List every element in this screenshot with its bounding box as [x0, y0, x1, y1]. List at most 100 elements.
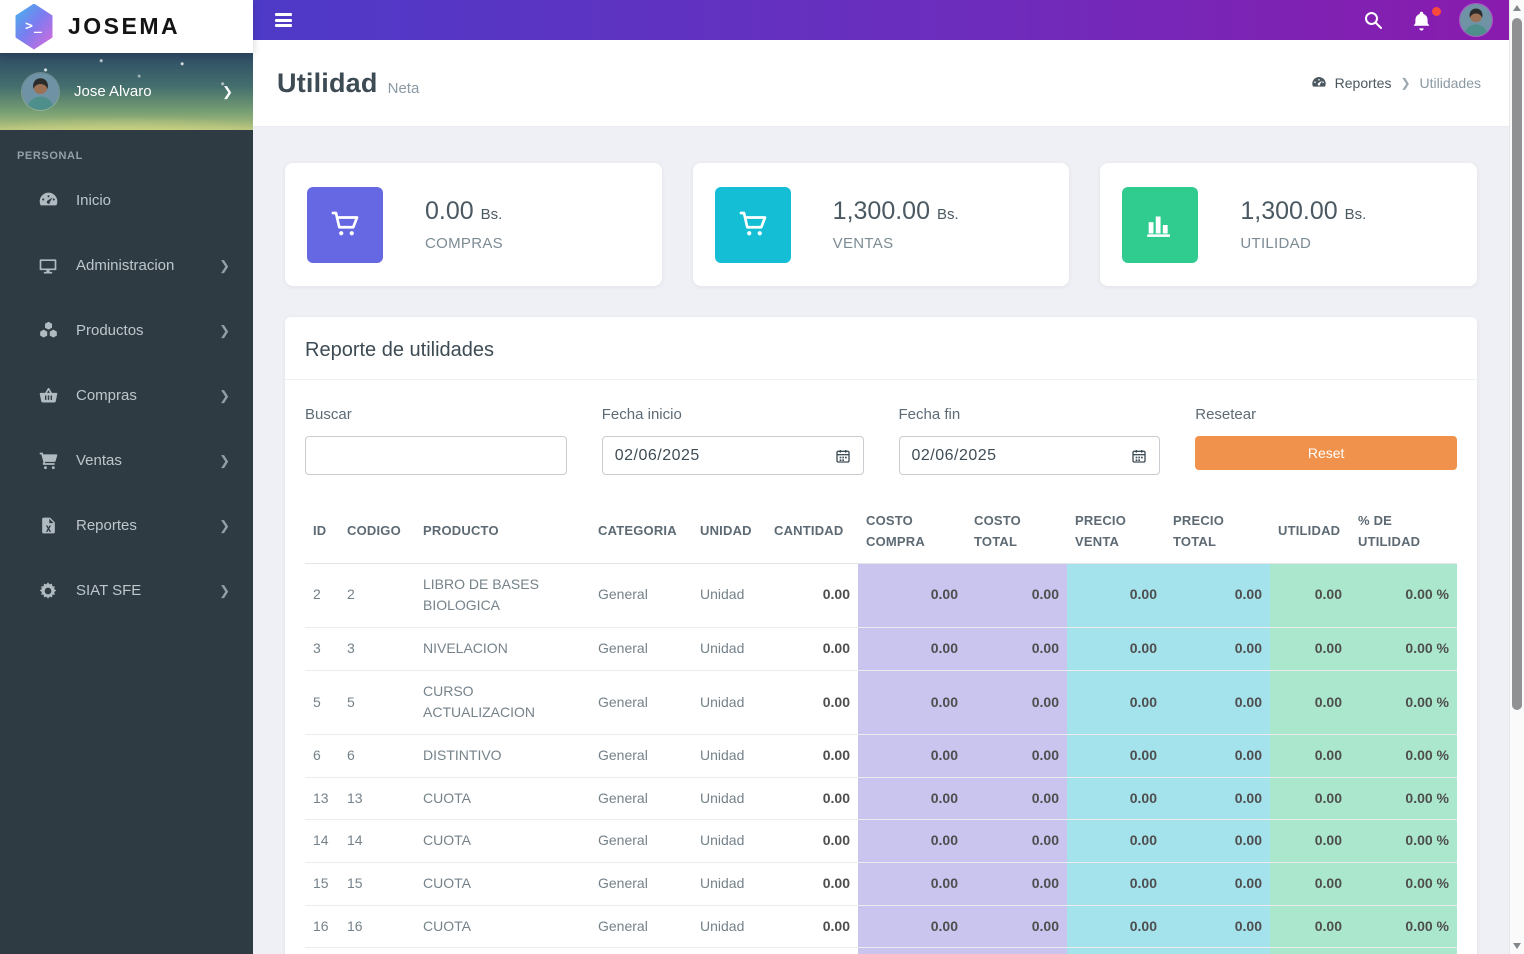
table-cell: 0.00 — [1067, 627, 1165, 671]
table-cell: 0.00 — [966, 734, 1067, 778]
table-cell: 13 — [305, 777, 339, 821]
table-cell: Unidad — [692, 777, 766, 821]
sidebar-item-compras[interactable]: Compras ❯ — [0, 363, 253, 428]
table-cell: 0.00 — [1067, 670, 1165, 736]
table-cell: 0.00 — [1067, 819, 1165, 864]
column-header: PRECIO TOTAL — [1165, 501, 1270, 564]
date-end-input[interactable]: 02/06/2025 — [898, 436, 1161, 475]
filter-search: Buscar — [305, 406, 567, 475]
table-cell: 0.00 — [1165, 563, 1270, 628]
table-cell: CUOTA — [415, 819, 590, 864]
table-cell: General — [590, 819, 692, 864]
table-cell: 0.00 — [766, 862, 858, 906]
table-cell: 0.00 % — [1350, 905, 1457, 949]
chevron-right-icon: ❯ — [219, 452, 230, 468]
main-column: Utilidad Neta Reportes ❯ Utilidades 0.00… — [253, 0, 1524, 954]
table-cell: 0.00 — [966, 819, 1067, 864]
chevron-right-icon: ❯ — [219, 517, 230, 533]
sidebar-item-label: Ventas — [76, 452, 122, 469]
table-cell: 0.00 — [1165, 777, 1270, 821]
table-cell: 0.00 — [966, 777, 1067, 821]
table-cell: 15 — [305, 862, 339, 906]
breadcrumb-separator: ❯ — [1400, 76, 1411, 90]
table-cell: 17 — [305, 947, 339, 954]
filter-date-start: Fecha inicio 02/06/2025 — [601, 406, 864, 475]
gauge-icon — [36, 190, 60, 211]
table-cell: 0.00 — [966, 627, 1067, 671]
table-cell: 0.00 % — [1350, 862, 1457, 906]
table-cell: 3 — [339, 627, 415, 671]
topbar-avatar[interactable] — [1460, 4, 1492, 36]
chevron-right-icon: ❯ — [219, 387, 230, 403]
table-row: 1717CUOTAGeneralUnidad1.000.000.001,300.… — [305, 947, 1457, 954]
reset-button[interactable]: Reset — [1195, 436, 1457, 470]
date-start-value: 02/06/2025 — [614, 446, 700, 464]
column-header: UNIDAD — [692, 501, 766, 564]
table-cell: DISTINTIVO — [415, 734, 590, 778]
sidebar-item-siat-sfe[interactable]: SIAT SFE ❯ — [0, 558, 253, 623]
filter-reset: Resetear Reset — [1195, 406, 1457, 475]
hamburger-menu-icon[interactable] — [275, 11, 292, 30]
stat-cards: 0.00 Bs. COMPRAS 1,300.00 Bs. VENTAS 1,300.00 B… — [285, 163, 1478, 286]
table-cell: 0.00 — [1067, 734, 1165, 778]
table-cell: NIVELACION — [415, 627, 590, 671]
page-content: 0.00 Bs. COMPRAS 1,300.00 Bs. VENTAS 1,300.00 B… — [253, 127, 1524, 954]
sidebar-item-inicio[interactable]: Inicio — [0, 168, 253, 233]
chevron-right-icon: ❯ — [219, 257, 230, 273]
sidebar-item-reportes[interactable]: Reportes ❯ — [0, 493, 253, 558]
breadcrumb-root[interactable]: Reportes — [1311, 75, 1391, 91]
table-cell: 6 — [305, 734, 339, 778]
table-cell: 0.00 — [1165, 627, 1270, 671]
shopping-cart-icon — [307, 186, 383, 263]
notification-dot — [1432, 6, 1441, 16]
table-cell: CUOTA — [415, 947, 590, 954]
user-panel[interactable]: Jose Alvaro ❯ — [0, 53, 253, 130]
column-header: CATEGORIA — [590, 501, 692, 564]
table-cell: 0.00 — [858, 819, 966, 864]
table-cell: 1,300.00 — [1270, 947, 1350, 954]
table-cell: 1.00 — [766, 947, 858, 954]
table-row: 3 3 NIVELACION General Unidad 0.00 0.00 0.00 0.0… — [305, 627, 1457, 671]
calendar-icon — [835, 449, 850, 463]
table-cell: 0.00 — [858, 734, 966, 778]
table-cell: 0.00 — [858, 905, 966, 949]
scrollbar-thumb[interactable] — [1512, 18, 1522, 710]
gauge-icon — [1311, 76, 1326, 87]
search-input[interactable] — [305, 436, 567, 475]
sidebar-item-administracion[interactable]: Administracion ❯ — [0, 233, 253, 298]
sidebar-item-ventas[interactable]: Ventas ❯ — [0, 428, 253, 493]
page-title: Utilidad — [277, 67, 378, 98]
table-cell: 0.00 — [858, 777, 966, 821]
table-cell: 0.00 — [858, 670, 966, 736]
chevron-right-icon: ❯ — [222, 83, 233, 99]
table-cell: 0.00 % — [1350, 563, 1457, 628]
table-row: 6 6 DISTINTIVO General Unidad 0.00 0.00 0.00 0.0… — [305, 734, 1457, 778]
brand-logo-area[interactable]: >_ JOSEMA — [0, 0, 253, 53]
table-cell: 16 — [305, 905, 339, 949]
table-cell: 0.00 — [1165, 862, 1270, 906]
table-cell: 0.00 — [1165, 734, 1270, 778]
utilities-table-wrap: ID CODIGO PRODUCTO CATEGORIA UNIDAD CANTIDAD C… — [285, 475, 1477, 954]
table-cell: 0.00 — [858, 947, 966, 954]
stat-card-info: 1,300.00 Bs. VENTAS — [833, 197, 959, 252]
table-cell: 14 — [339, 819, 415, 864]
terminal-prompt-icon: >_ — [25, 19, 43, 34]
table-cell: 0.00 — [766, 905, 858, 949]
date-start-input[interactable]: 02/06/2025 — [601, 436, 864, 475]
column-header: COSTO COMPRA — [858, 501, 966, 564]
sidebar-item-productos[interactable]: Productos ❯ — [0, 298, 253, 363]
breadcrumb-current: Utilidades — [1419, 75, 1481, 91]
shopping-cart-icon — [714, 186, 791, 263]
table-cell: 6 — [339, 734, 415, 778]
scroll-down-arrow-icon[interactable] — [1513, 943, 1521, 949]
table-cell: 13 — [339, 777, 415, 821]
search-icon[interactable] — [1363, 10, 1383, 30]
scroll-up-arrow-icon[interactable] — [1513, 5, 1521, 11]
stat-card-compras: 0.00 Bs. COMPRAS — [285, 163, 662, 286]
notifications-bell-icon[interactable] — [1411, 6, 1441, 31]
table-cell: 0.00 — [858, 862, 966, 906]
table-cell: 0.00 — [1067, 905, 1165, 949]
bar-chart-icon — [1122, 186, 1199, 263]
vertical-scrollbar[interactable] — [1509, 0, 1524, 954]
table-cell: 0.00 — [766, 627, 858, 671]
